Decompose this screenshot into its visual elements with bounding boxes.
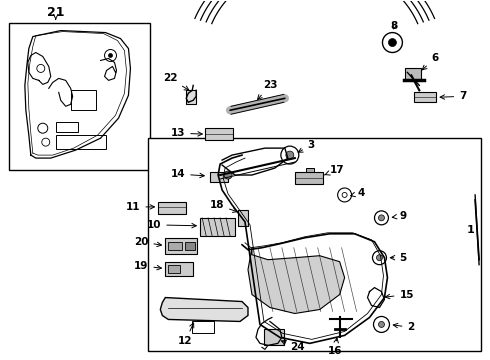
Text: 15: 15 — [385, 289, 414, 300]
Text: 1: 1 — [467, 225, 475, 235]
Text: 7: 7 — [440, 91, 466, 101]
Bar — [205, 128, 233, 140]
Bar — [71, 90, 96, 110]
Bar — [415, 92, 436, 102]
Text: 19: 19 — [134, 261, 162, 271]
Bar — [210, 172, 228, 182]
Bar — [9, 23, 150, 170]
Bar — [56, 122, 77, 132]
Text: 16: 16 — [327, 338, 342, 356]
Circle shape — [378, 321, 385, 328]
Bar — [56, 135, 105, 149]
Text: 4: 4 — [351, 188, 365, 198]
Text: 5: 5 — [391, 253, 407, 263]
Bar — [168, 242, 182, 250]
Text: 17: 17 — [324, 165, 344, 175]
Text: 22: 22 — [163, 73, 189, 90]
Text: 2: 2 — [393, 323, 415, 332]
Text: 24: 24 — [281, 341, 304, 352]
Bar — [165, 238, 197, 254]
Circle shape — [286, 151, 294, 159]
Polygon shape — [160, 298, 248, 321]
Circle shape — [376, 255, 383, 261]
Bar — [165, 262, 193, 276]
Bar — [306, 168, 314, 172]
Text: 18: 18 — [210, 200, 237, 212]
Bar — [158, 202, 186, 214]
Bar — [238, 210, 248, 226]
Circle shape — [389, 39, 396, 46]
Polygon shape — [248, 248, 344, 314]
Text: 13: 13 — [171, 128, 202, 138]
Circle shape — [108, 54, 113, 58]
Bar — [148, 138, 481, 351]
Circle shape — [378, 215, 385, 221]
Text: 3: 3 — [298, 140, 315, 152]
Text: 20: 20 — [134, 237, 162, 247]
Bar — [168, 265, 180, 273]
Circle shape — [224, 171, 232, 179]
Bar — [186, 90, 196, 104]
Bar — [264, 329, 284, 345]
Bar — [185, 242, 195, 250]
Text: 8: 8 — [391, 21, 398, 31]
Text: 12: 12 — [178, 323, 194, 346]
Text: 10: 10 — [147, 220, 196, 230]
Bar — [192, 321, 214, 333]
Bar — [405, 68, 421, 80]
Text: 11: 11 — [126, 202, 154, 212]
Bar — [295, 172, 323, 184]
Text: 14: 14 — [171, 169, 204, 179]
Text: 6: 6 — [422, 54, 439, 70]
Bar — [200, 218, 235, 236]
Text: 21: 21 — [47, 6, 65, 19]
Text: 23: 23 — [258, 80, 277, 99]
Text: 9: 9 — [392, 211, 407, 221]
